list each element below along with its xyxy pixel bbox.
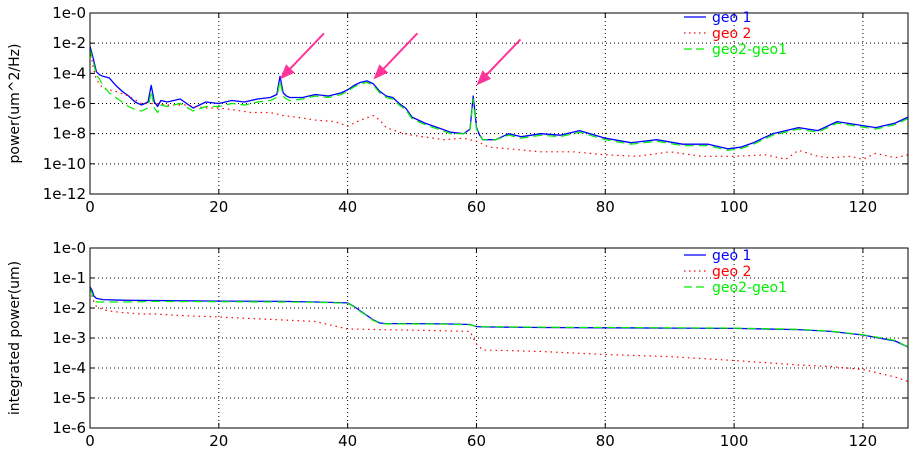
y-tick-label: 1e-0 [52, 239, 86, 257]
x-tick-label: 40 [338, 198, 357, 216]
x-tick-label: 0 [85, 432, 95, 450]
legend-entry: geo2-geo1 [712, 280, 787, 296]
series-line-geo-2 [90, 289, 908, 383]
legend-entry: geo 2 [712, 26, 751, 42]
x-tick-label: 40 [338, 432, 357, 450]
y-axis-label: power(um^2/Hz) [7, 44, 23, 164]
y-tick-label: 1e-4 [52, 359, 86, 377]
integrated-power-panel: 0 20 40 60 80 100 120 1e-0 1e-1 1e-2 1e-3 1e-4 1e-5 1… [7, 239, 909, 450]
x-tick-label: 100 [720, 432, 749, 450]
x-tick-label: 60 [467, 198, 486, 216]
y-tick-label: 1e-12 [43, 185, 86, 203]
power-spectrum-panel: 0 20 40 60 80 100 120 1e-0 1e-2 1e-4 1e-6 1e-8 1e-10… [7, 4, 909, 216]
series-line-geo2-geo1 [90, 288, 908, 348]
legend-entry: geo 1 [712, 248, 751, 264]
legend-entry: geo2-geo1 [712, 42, 787, 58]
annotation-arrow [280, 32, 325, 80]
x-tick-label: 80 [596, 198, 615, 216]
x-tick-label: 20 [209, 198, 228, 216]
x-tick-label: 80 [596, 432, 615, 450]
y-tick-label: 1e-10 [43, 155, 86, 173]
x-tick-label: 20 [209, 432, 228, 450]
y-tick-label: 1e-1 [52, 269, 86, 287]
y-tick-label: 1e-3 [52, 329, 86, 347]
x-tick-label: 120 [849, 198, 878, 216]
y-tick-label: 1e-2 [52, 34, 86, 52]
x-tick-label: 0 [85, 198, 95, 216]
y-tick-label: 1e-6 [52, 95, 86, 113]
y-tick-label: 1e-5 [52, 389, 86, 407]
x-tick-label: 60 [467, 432, 486, 450]
annotation-arrow [373, 32, 419, 80]
legend-entry: geo 2 [712, 264, 751, 280]
x-tick-label: 120 [849, 432, 878, 450]
legend-entry: geo 1 [712, 10, 751, 26]
annotation-arrow [476, 38, 522, 86]
y-tick-label: 1e-0 [52, 4, 86, 22]
y-tick-label: 1e-4 [52, 64, 86, 82]
y-tick-label: 1e-8 [52, 125, 86, 143]
y-tick-label: 1e-6 [52, 419, 86, 437]
series-line-geo-1 [90, 46, 908, 150]
y-axis-label: integrated power(um) [7, 261, 23, 415]
y-tick-label: 1e-2 [52, 299, 86, 317]
series-line-geo2-geo1 [90, 49, 908, 151]
x-tick-label: 100 [720, 198, 749, 216]
